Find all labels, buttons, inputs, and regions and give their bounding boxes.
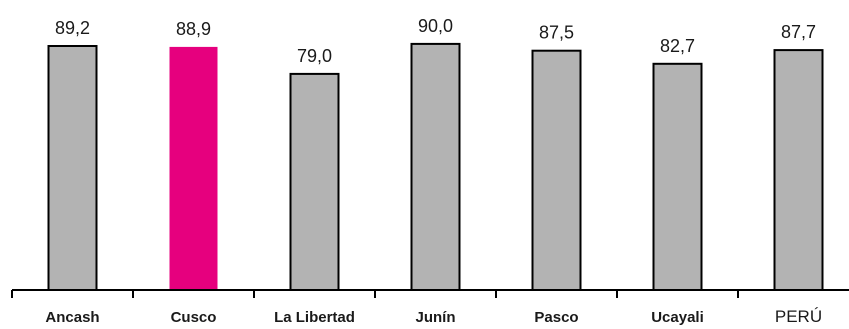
category-label: Cusco bbox=[171, 309, 217, 326]
category-label: La Libertad bbox=[274, 309, 355, 326]
bar-ucayali bbox=[652, 62, 703, 291]
value-label: 79,0 bbox=[297, 46, 332, 66]
value-label: 87,7 bbox=[781, 22, 816, 42]
bar-per- bbox=[773, 49, 824, 291]
category-label: PERÚ bbox=[775, 307, 822, 326]
value-labels-group: 89,2 88,9 79,0 90,0 87,5 82,7 87,7 bbox=[55, 16, 816, 66]
bar-pasco bbox=[531, 49, 582, 292]
value-label: 87,5 bbox=[539, 23, 574, 43]
x-axis bbox=[11, 289, 849, 298]
category-label: Ucayali bbox=[651, 309, 704, 326]
category-labels-group: Ancash Cusco La Libertad Junín Pasco Ucayali P… bbox=[45, 307, 822, 326]
bar-jun-n bbox=[410, 42, 461, 292]
value-label: 90,0 bbox=[418, 16, 453, 36]
bar-cusco bbox=[169, 46, 218, 291]
category-label: Junín bbox=[416, 309, 456, 326]
bar-la-libertad bbox=[289, 72, 340, 292]
category-label: Ancash bbox=[45, 309, 99, 326]
value-label: 89,2 bbox=[55, 18, 90, 38]
bar-ancash bbox=[47, 45, 98, 291]
value-label: 88,9 bbox=[176, 19, 211, 39]
value-label: 82,7 bbox=[660, 36, 695, 56]
bars-group bbox=[47, 42, 824, 292]
category-label: Pasco bbox=[534, 309, 578, 326]
